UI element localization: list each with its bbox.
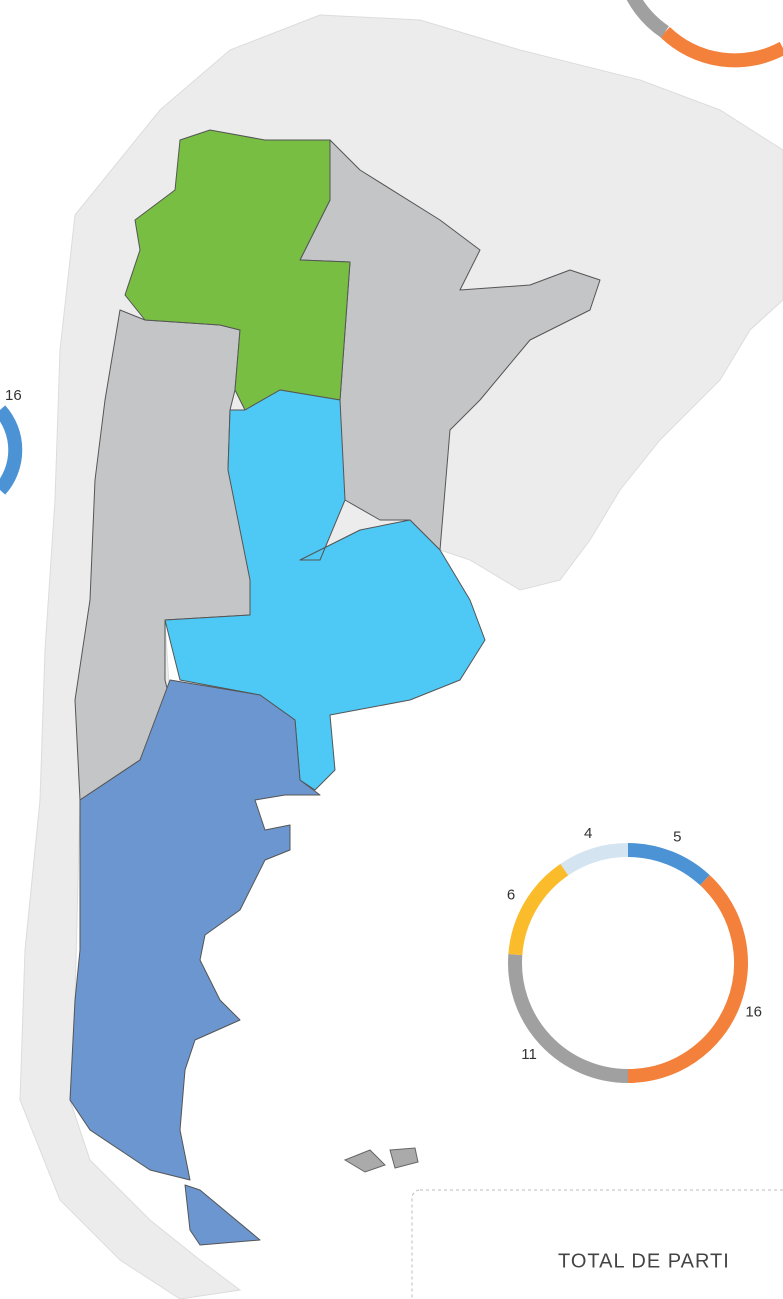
donut-label: 11	[521, 1046, 537, 1063]
partial-donut-label: 16	[5, 387, 22, 404]
donut-label: 5	[673, 828, 681, 845]
malvinas	[343, 1147, 419, 1173]
total-box	[411, 1189, 783, 1299]
donut-label: 6	[507, 886, 515, 903]
donut-label: 4	[584, 825, 592, 842]
donut-segment	[627, 843, 710, 886]
tierra-del-fuego	[184, 1184, 261, 1246]
donut-segment	[508, 863, 569, 956]
donut-segment	[508, 954, 629, 1083]
patagonia-region	[69, 679, 321, 1181]
partial-donut-top	[660, 26, 783, 68]
donut-label: 16	[745, 1003, 762, 1020]
donut-segment	[560, 843, 629, 876]
total-title: TOTAL DE PARTI	[558, 1250, 730, 1272]
donut-segment	[627, 875, 748, 1083]
center-region	[164, 389, 486, 791]
partial-donut-left	[0, 405, 23, 495]
partial-donut-top-gray	[626, 0, 670, 38]
